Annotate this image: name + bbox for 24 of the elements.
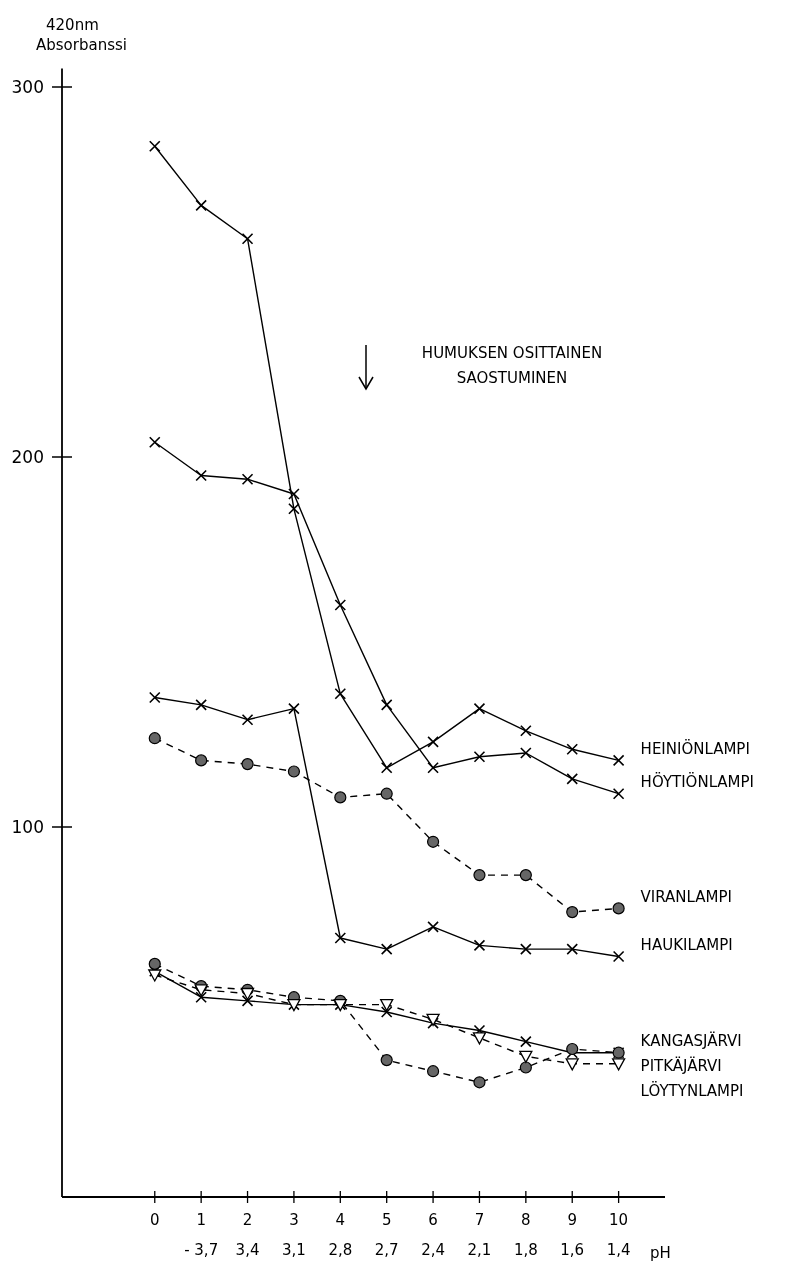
x-tick-label: 10 1,4 [606, 1211, 631, 1259]
x-tick-label: 4 2,8 [328, 1211, 353, 1259]
y-tick-label: 200 [11, 446, 44, 467]
x-tick-label: 3 3,1 [281, 1211, 306, 1259]
series-label: KANGASJÄRVI [640, 1030, 742, 1050]
x-tick-label: 5 2,7 [374, 1211, 399, 1259]
series-label: LÖYTYNLAMPI [640, 1080, 744, 1100]
series-label: PITKÄJÄRVI [640, 1055, 722, 1075]
annotation: HUMUKSEN OSITTAINEN SAOSTUMINEN [421, 344, 603, 387]
x-tick-label: 1 - 3,7 [184, 1211, 219, 1259]
y-axis-title: 420nm Absorbanssi [36, 16, 127, 54]
x-tick-label: 2 3,4 [235, 1211, 260, 1259]
y-tick-label: 300 [11, 76, 44, 97]
series-label: HAUKILAMPI [640, 935, 733, 954]
x-tick-label: 8 1,8 [513, 1211, 538, 1259]
series-label: VIRANLAMPI [640, 887, 732, 906]
x-tick-label: 6 2,4 [421, 1211, 446, 1259]
series-label: HEINIÖNLAMPI [640, 738, 750, 758]
y-tick-label: 100 [11, 816, 44, 837]
x-tick-label: 9 1,6 [560, 1211, 585, 1259]
series-label: HÖYTIÖNLAMPI [640, 771, 755, 791]
x-tick-label: 0 [150, 1211, 160, 1229]
x-axis-title: pH [650, 1244, 671, 1262]
x-tick-label: 7 2,1 [467, 1211, 492, 1259]
